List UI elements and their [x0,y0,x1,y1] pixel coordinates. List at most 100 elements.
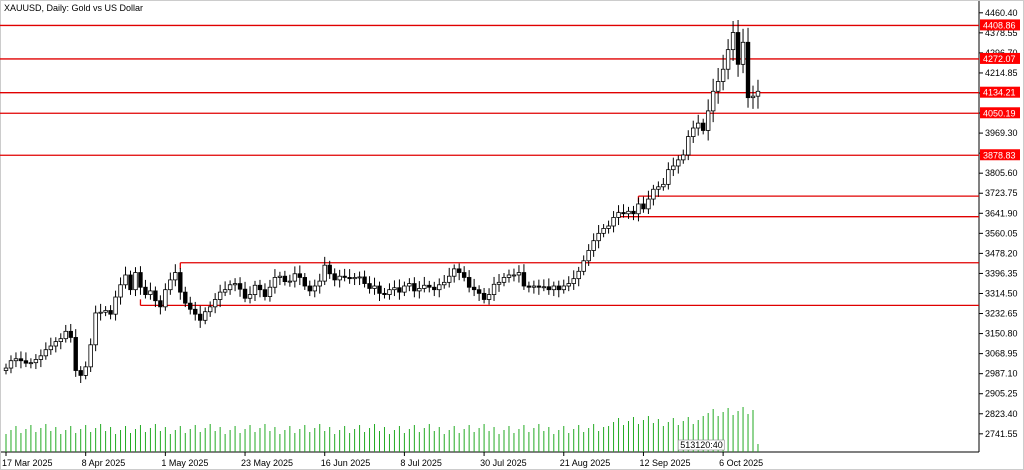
x-tick-label: 1 May 2025 [161,458,208,468]
level-price-flag [980,86,1020,98]
candle-body [551,285,556,291]
y-tick-label: 3232.65 [985,309,1018,319]
y-tick-label: 3723.75 [985,188,1018,198]
level-price-flag [980,52,1020,64]
level-price-flag [980,149,1020,161]
y-tick-label: 3150.80 [985,329,1018,339]
level-price-flag [980,19,1020,31]
candle-body [372,285,377,289]
candle-body [143,286,148,295]
candle-body [287,280,293,283]
candle-body [207,306,213,313]
y-tick-label: 3641.90 [985,208,1018,218]
candle-body [696,122,701,129]
candle-body [183,291,188,304]
candle-body [601,228,606,234]
candle-body [322,264,327,282]
y-tick-label: 2741.55 [985,429,1018,439]
y-tick-label: 2987.10 [985,369,1018,379]
candle-body [48,345,54,351]
candle-body [461,272,467,278]
candle-body [442,281,447,286]
candle-body [292,273,298,282]
candle-body [63,330,68,340]
candle-body [611,217,616,227]
candle-body [332,273,337,281]
candle-body [651,188,656,200]
candle-body [83,366,88,376]
candle-body [193,308,198,315]
candle-body [28,362,34,365]
candle-body [671,165,676,171]
candle-body [148,290,153,295]
candle-body [451,268,457,277]
candle-body [227,284,233,291]
candle-body [98,311,103,314]
candle-body [312,285,317,292]
candle-body [437,284,442,291]
candle-body [257,284,263,291]
candle-body [720,68,726,82]
candle-body [113,296,118,315]
candle-body [188,302,193,310]
candle-body [636,203,641,215]
candle-body [740,41,746,65]
candle-body [576,270,581,280]
candle-body [138,272,143,288]
candle-body [13,358,19,362]
candle-body [710,90,716,112]
y-tick-label: 4214.85 [985,68,1018,78]
x-tick-label: 23 May 2025 [241,458,293,468]
candle-body [337,275,342,281]
candle-body [641,203,646,210]
x-tick-label: 17 Mar 2025 [2,458,53,468]
candle-body [402,285,407,293]
level-price-label: 4272.07 [983,54,1016,64]
x-tick-label: 30 Jul 2025 [480,458,527,468]
candle-body [267,286,273,297]
x-tick-label: 16 Jun 2025 [321,458,371,468]
candle-body [676,159,681,167]
candle-body [526,285,532,288]
candle-body [501,277,507,283]
candle-body [78,370,83,376]
x-tick-label: 8 Jul 2025 [400,458,442,468]
candle-body [691,127,696,137]
candle-body [198,313,203,321]
candle-body [123,274,128,286]
level-price-label: 4050.19 [983,108,1016,118]
candle-body [362,276,367,284]
level-price-label: 4408.86 [983,20,1016,30]
candle-body [387,289,392,295]
candle-body [232,283,238,286]
candle-body [715,81,721,92]
y-tick-label: 3314.50 [985,288,1018,298]
candle-body [626,210,631,215]
candle-body [476,289,482,294]
candle-body [417,288,422,292]
candle-body [327,264,332,275]
candle-body [705,110,711,131]
candle-body [621,212,626,215]
candle-body [471,286,477,291]
candle-body [456,268,462,273]
candle-body [596,232,601,242]
candle-body [725,49,731,70]
candle-body [163,289,168,308]
candle-body [566,283,571,287]
candle-body [427,284,432,288]
candle-body [686,136,691,156]
candle-body [367,283,372,289]
candle-body [541,286,547,289]
candle-body [247,294,253,299]
candle-body [352,277,357,280]
candle-body [53,341,58,347]
candle-body [217,291,223,300]
x-tick-label: 12 Sep 2025 [639,458,690,468]
candle-body [755,90,761,97]
candle-body [262,289,268,297]
x-tick-label: 21 Aug 2025 [560,458,611,468]
